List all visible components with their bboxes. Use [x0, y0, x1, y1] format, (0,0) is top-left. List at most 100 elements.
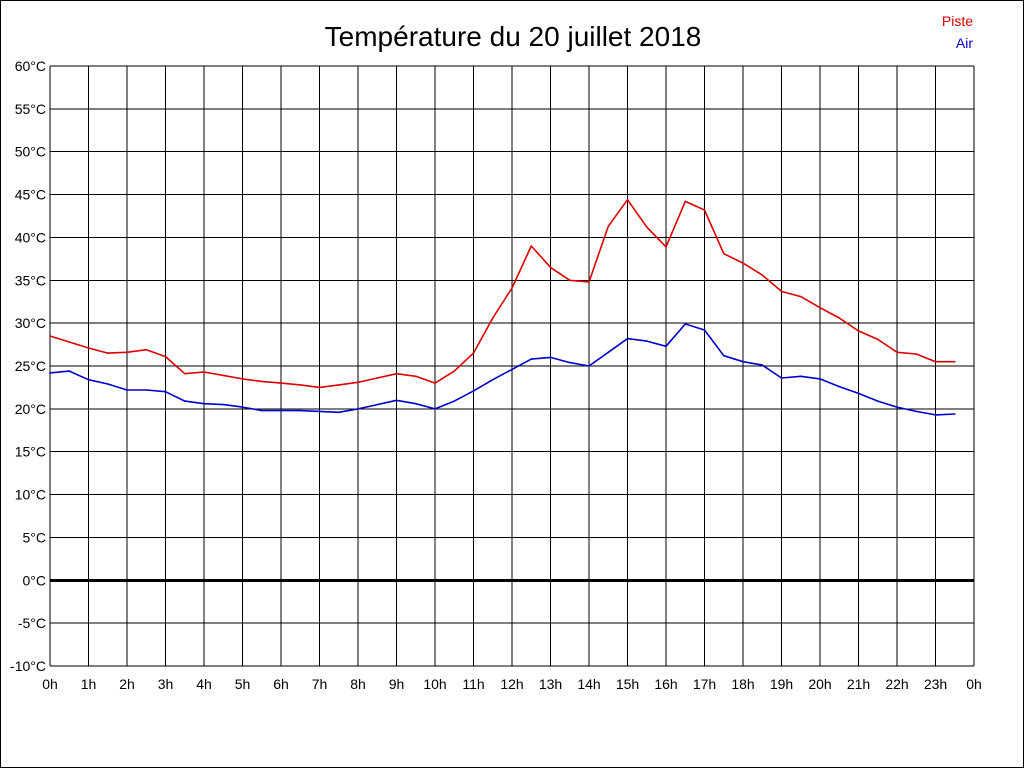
x-tick-label: 2h	[119, 676, 135, 692]
data-point-piste	[395, 372, 398, 375]
data-point-piste	[357, 381, 359, 384]
x-tick-label: 4h	[196, 676, 212, 692]
x-tick-label: 21h	[847, 676, 870, 692]
data-point-air	[376, 403, 379, 406]
data-point-air	[857, 392, 860, 395]
data-point-air	[684, 323, 687, 325]
data-point-air	[126, 389, 128, 391]
data-point-air	[222, 403, 225, 406]
data-point-piste	[569, 279, 571, 282]
y-tick-label: 25°C	[15, 358, 46, 374]
y-tick-label: 45°C	[15, 187, 46, 203]
data-point-piste	[434, 382, 436, 384]
data-point-air	[954, 413, 956, 415]
x-tick-label: 13h	[539, 676, 562, 692]
x-tick-label: 20h	[808, 676, 831, 692]
x-tick-label: 9h	[389, 676, 405, 692]
data-point-piste	[184, 372, 186, 375]
data-point-piste	[472, 352, 475, 354]
x-tick-label: 11h	[462, 676, 484, 692]
data-point-air	[703, 329, 706, 331]
data-point-air	[780, 377, 783, 379]
data-point-piste	[626, 198, 629, 201]
data-point-air	[665, 345, 667, 348]
y-tick-label: 50°C	[15, 144, 46, 160]
y-tick-label: 60°C	[15, 58, 46, 74]
data-point-piste	[646, 226, 648, 228]
x-tick-label: 19h	[770, 676, 793, 692]
data-point-piste	[338, 384, 340, 386]
data-point-piste	[723, 252, 725, 255]
data-point-air	[261, 409, 263, 412]
data-point-piste	[761, 274, 764, 276]
x-tick-label: 15h	[616, 676, 639, 692]
data-point-piste	[68, 341, 71, 343]
data-point-piste	[857, 330, 860, 332]
x-tick-label: 16h	[654, 676, 677, 692]
x-axis-ticks: 0h 1h 2h 3h 4h 5h 6h 7h 8h 9h 10h 11h 12h 13h 14h 15h 16…	[42, 676, 982, 692]
data-point-air	[49, 372, 51, 374]
legend: Piste Air	[942, 13, 973, 51]
data-point-air	[395, 399, 398, 402]
x-tick-label: 14h	[577, 676, 600, 692]
x-tick-label: 3h	[158, 676, 174, 692]
x-tick-label: 22h	[885, 676, 908, 692]
y-tick-label: 30°C	[15, 315, 46, 331]
data-point-piste	[703, 209, 706, 211]
data-point-piste	[530, 245, 533, 247]
data-point-air	[646, 340, 648, 342]
y-tick-label: -10°C	[10, 658, 46, 674]
data-point-air	[838, 385, 841, 388]
data-point-piste	[107, 352, 109, 354]
data-point-piste	[511, 287, 513, 289]
data-point-piste	[492, 317, 494, 319]
data-point-piste	[877, 338, 879, 341]
y-axis-ticks: 60°C 55°C 50°C 45°C 40°C 35°C 30°C 25°C 20°C 15°C…	[10, 58, 46, 674]
data-point-air	[434, 408, 436, 410]
data-point-piste	[819, 306, 821, 309]
x-tick-label: 7h	[312, 676, 328, 692]
data-point-air	[761, 364, 764, 366]
data-point-air	[203, 402, 205, 405]
y-tick-label: 35°C	[15, 272, 46, 288]
data-point-piste	[915, 353, 918, 355]
data-point-piste	[800, 295, 802, 298]
data-point-piste	[261, 380, 263, 383]
data-point-air	[241, 406, 244, 408]
data-point-air	[87, 378, 90, 381]
data-point-air	[742, 360, 744, 363]
data-point-air	[549, 356, 552, 359]
data-point-piste	[318, 386, 321, 389]
data-point-air	[415, 402, 417, 405]
y-tick-label: 40°C	[15, 229, 46, 245]
y-tick-label: 15°C	[15, 444, 46, 460]
data-point-piste	[126, 351, 128, 354]
x-tick-label: 0h	[966, 676, 982, 692]
x-tick-label: 8h	[350, 676, 366, 692]
x-tick-label: 6h	[273, 676, 289, 692]
data-point-air	[896, 406, 898, 408]
data-point-piste	[607, 225, 610, 228]
y-tick-label: 10°C	[15, 487, 46, 503]
data-point-air	[626, 337, 629, 340]
data-point-piste	[145, 348, 148, 351]
data-point-air	[492, 378, 494, 381]
data-point-air	[915, 410, 918, 413]
y-tick-label: 55°C	[15, 101, 46, 117]
data-point-air	[107, 383, 109, 385]
series-line-air	[49, 323, 955, 416]
data-point-piste	[838, 317, 841, 319]
data-point-air	[819, 378, 821, 380]
data-point-air	[164, 390, 167, 393]
data-point-piste	[453, 370, 456, 372]
data-point-piste	[588, 281, 590, 283]
data-point-piste	[549, 266, 552, 269]
x-tick-label: 0h	[42, 676, 58, 692]
x-tick-label: 18h	[731, 676, 754, 692]
y-tick-label: 20°C	[15, 401, 46, 417]
data-point-air	[569, 361, 571, 364]
data-point-piste	[896, 351, 898, 354]
y-tick-label: 5°C	[23, 529, 47, 545]
data-point-piste	[241, 378, 244, 380]
